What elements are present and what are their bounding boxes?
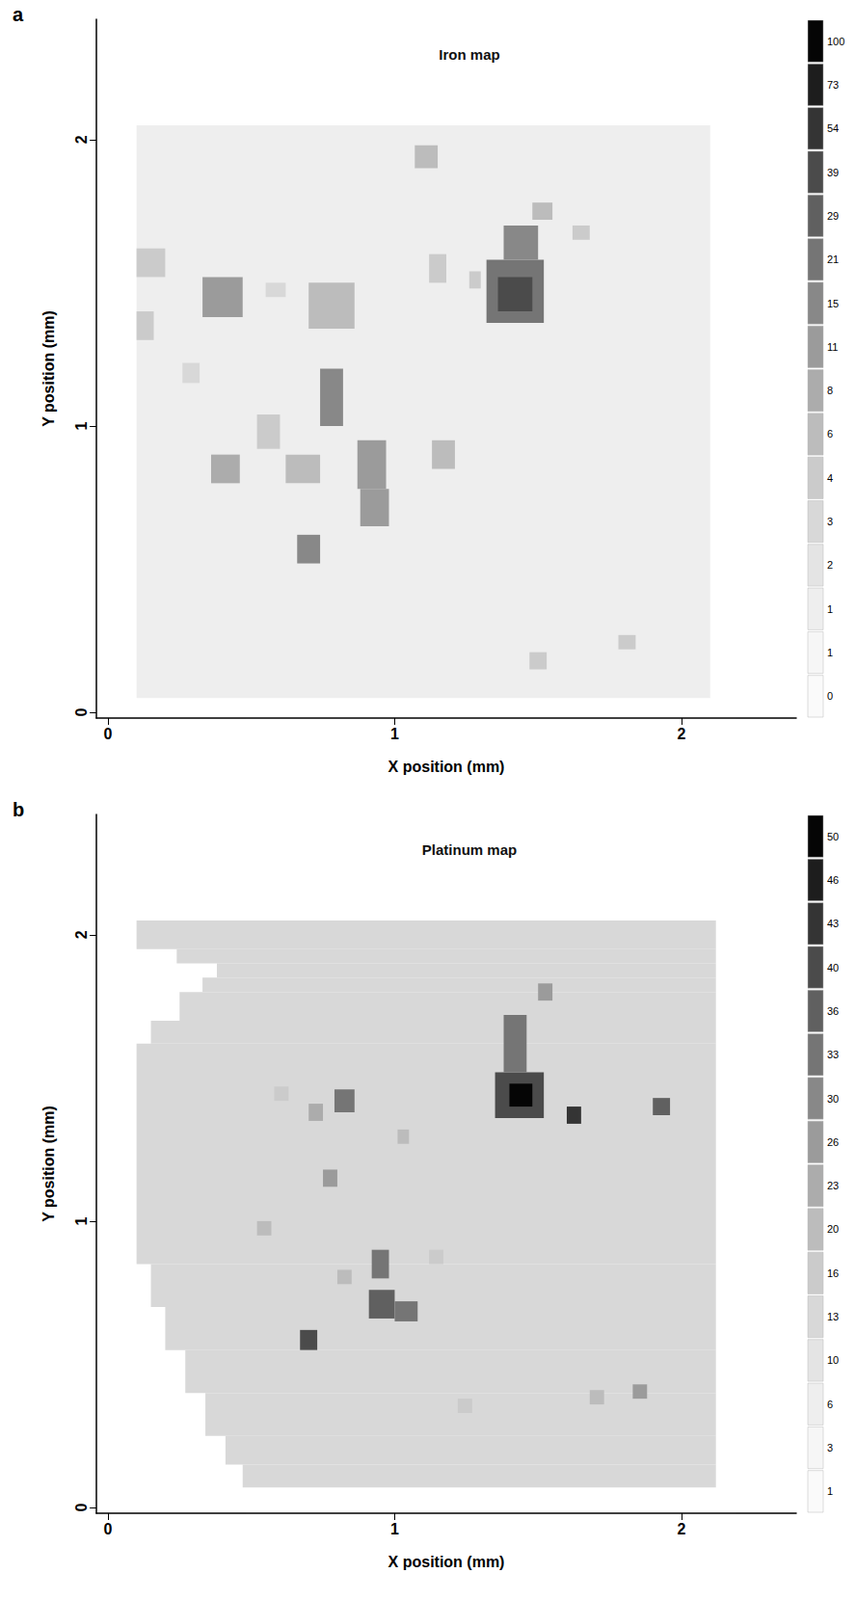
svg-text:30: 30 — [827, 1093, 839, 1105]
svg-text:Iron map: Iron map — [438, 46, 500, 63]
svg-text:8: 8 — [827, 384, 833, 397]
svg-text:Y position (mm): Y position (mm) — [40, 1105, 57, 1223]
svg-text:0: 0 — [103, 1521, 112, 1538]
svg-text:21: 21 — [827, 253, 839, 266]
svg-text:33: 33 — [827, 1048, 839, 1061]
svg-text:73: 73 — [827, 79, 839, 91]
svg-text:1: 1 — [73, 421, 90, 430]
svg-text:X position (mm): X position (mm) — [388, 758, 506, 776]
svg-text:23: 23 — [827, 1179, 839, 1192]
svg-text:0: 0 — [73, 708, 90, 718]
svg-text:11: 11 — [827, 341, 838, 353]
svg-text:6: 6 — [827, 428, 833, 440]
svg-text:3: 3 — [827, 1442, 833, 1454]
svg-text:1: 1 — [827, 646, 833, 659]
svg-text:1: 1 — [827, 1485, 833, 1498]
svg-text:10: 10 — [827, 1354, 839, 1366]
svg-text:29: 29 — [827, 210, 839, 222]
svg-text:0: 0 — [103, 725, 112, 743]
svg-text:b: b — [12, 799, 25, 821]
svg-text:50: 50 — [827, 830, 839, 843]
svg-text:2: 2 — [73, 134, 90, 144]
svg-text:1: 1 — [390, 725, 400, 743]
svg-text:46: 46 — [827, 874, 839, 886]
svg-text:a: a — [12, 3, 25, 26]
svg-text:1: 1 — [827, 603, 833, 616]
svg-text:43: 43 — [827, 917, 839, 930]
svg-text:40: 40 — [827, 962, 839, 974]
svg-text:1: 1 — [390, 1521, 400, 1538]
svg-text:4: 4 — [827, 472, 833, 484]
svg-text:26: 26 — [827, 1136, 839, 1149]
svg-text:15: 15 — [827, 297, 839, 310]
svg-text:36: 36 — [827, 1005, 839, 1017]
svg-text:39: 39 — [827, 166, 839, 179]
svg-text:2: 2 — [827, 559, 833, 571]
svg-text:100: 100 — [827, 35, 845, 48]
svg-text:0: 0 — [827, 690, 833, 702]
svg-text:1: 1 — [73, 1216, 90, 1226]
svg-text:0: 0 — [73, 1503, 90, 1513]
svg-text:Y position (mm): Y position (mm) — [40, 310, 57, 428]
svg-text:3: 3 — [827, 515, 833, 528]
svg-text:54: 54 — [827, 122, 839, 134]
svg-text:13: 13 — [827, 1310, 839, 1323]
svg-text:2: 2 — [73, 930, 90, 939]
svg-text:X position (mm): X position (mm) — [388, 1553, 506, 1571]
svg-text:6: 6 — [827, 1398, 833, 1411]
svg-text:2: 2 — [677, 1521, 687, 1538]
svg-text:2: 2 — [677, 725, 687, 743]
svg-text:16: 16 — [827, 1267, 839, 1280]
svg-text:Platinum map: Platinum map — [422, 841, 517, 858]
svg-text:20: 20 — [827, 1223, 839, 1235]
